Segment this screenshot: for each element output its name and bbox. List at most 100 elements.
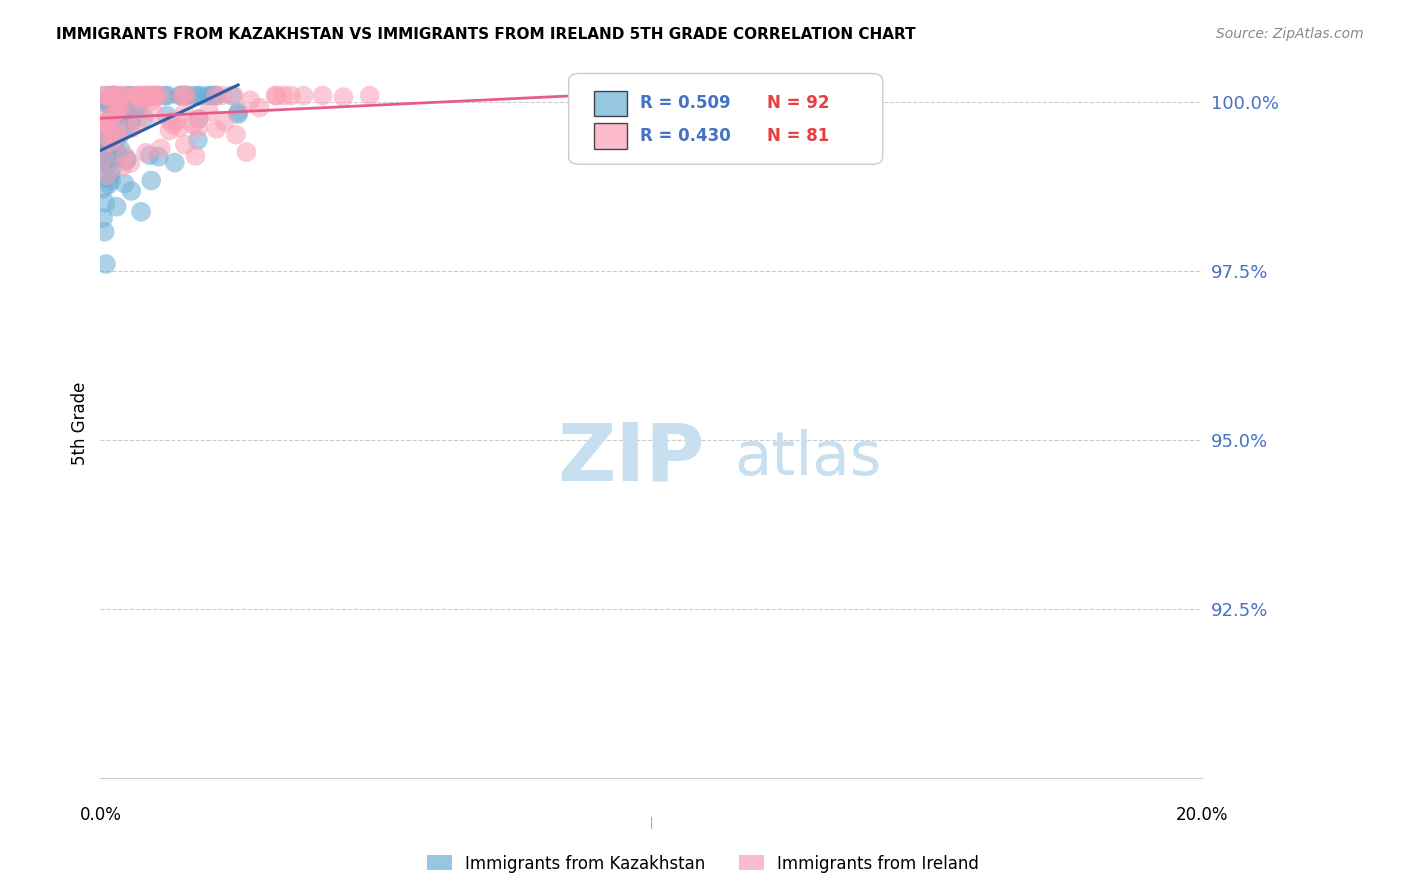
Point (115, 152, 138, 166)
Point (127, 117, 149, 131)
Point (103, 152, 125, 166)
Point (100, 105, 122, 120)
Point (173, 88, 195, 103)
Point (91, 130, 114, 145)
Point (108, 150, 131, 164)
Point (104, 88, 127, 103)
Point (98, 139, 121, 153)
Point (205, 122, 228, 136)
Point (104, 105, 127, 120)
Point (100, 173, 122, 187)
Point (120, 88, 142, 103)
Point (104, 88, 127, 103)
Point (138, 88, 160, 103)
Point (91, 132, 114, 146)
Point (312, 88, 335, 103)
Point (111, 88, 134, 103)
Point (184, 149, 207, 163)
Point (156, 88, 179, 103)
Point (96, 170, 118, 185)
Point (101, 133, 124, 147)
Point (110, 103, 132, 117)
Point (176, 88, 198, 103)
Point (93, 126, 115, 140)
Point (292, 88, 315, 103)
Point (211, 88, 233, 103)
Point (141, 173, 163, 187)
Point (141, 94, 163, 108)
Point (105, 200, 128, 214)
Point (121, 88, 143, 103)
Point (129, 204, 152, 219)
Text: R = 0.430: R = 0.430 (640, 127, 731, 145)
Point (239, 93, 262, 107)
Point (110, 142, 132, 156)
Point (118, 93, 141, 107)
Point (111, 159, 134, 173)
Point (198, 104, 221, 119)
Point (359, 88, 381, 103)
Point (127, 88, 149, 103)
Point (120, 156, 142, 170)
Point (221, 88, 243, 103)
Point (264, 88, 287, 103)
Point (201, 88, 224, 103)
Point (91, 145, 114, 160)
Text: R = 0.509: R = 0.509 (640, 95, 731, 112)
FancyBboxPatch shape (568, 73, 883, 164)
Point (170, 88, 193, 103)
Point (91, 130, 114, 145)
Point (125, 88, 148, 103)
Point (142, 90, 165, 104)
Text: IMMIGRANTS FROM KAZAKHSTAN VS IMMIGRANTS FROM IRELAND 5TH GRADE CORRELATION CHAR: IMMIGRANTS FROM KAZAKHSTAN VS IMMIGRANTS… (56, 27, 915, 42)
Point (120, 121, 142, 136)
Point (135, 88, 157, 103)
Point (104, 105, 127, 120)
Point (176, 88, 198, 103)
Point (120, 89, 142, 103)
Point (169, 88, 191, 103)
Point (157, 123, 180, 137)
Text: N = 92: N = 92 (766, 95, 830, 112)
Point (104, 110, 127, 124)
Point (222, 88, 245, 103)
Point (98, 91, 121, 105)
Point (91, 211, 114, 225)
Point (187, 88, 209, 103)
Text: N = 81: N = 81 (766, 127, 830, 145)
Point (115, 88, 138, 103)
Point (96, 169, 118, 183)
Point (97, 159, 120, 173)
Point (181, 118, 204, 132)
Point (226, 107, 249, 121)
Point (332, 90, 354, 104)
Point (100, 167, 122, 181)
Point (249, 101, 271, 115)
Text: Source: ZipAtlas.com: Source: ZipAtlas.com (1216, 27, 1364, 41)
Point (118, 118, 141, 132)
Point (115, 153, 138, 168)
Point (173, 137, 195, 152)
Point (93, 225, 115, 239)
Point (142, 106, 165, 120)
Point (97, 156, 120, 170)
Point (162, 118, 184, 132)
Point (93, 181, 115, 195)
Point (97, 118, 120, 132)
Point (188, 88, 211, 103)
Point (187, 120, 209, 135)
Point (127, 100, 149, 114)
Point (91, 146, 114, 161)
Text: 20.0%: 20.0% (1175, 806, 1229, 824)
Point (94, 88, 117, 103)
Point (141, 88, 163, 103)
Point (100, 162, 122, 177)
Point (205, 88, 228, 103)
Point (173, 106, 195, 120)
Point (176, 88, 198, 103)
Legend: Immigrants from Kazakhstan, Immigrants from Ireland: Immigrants from Kazakhstan, Immigrants f… (420, 848, 986, 880)
Point (121, 112, 143, 127)
Point (849, 95, 872, 110)
FancyBboxPatch shape (593, 123, 627, 149)
Point (127, 89, 149, 103)
